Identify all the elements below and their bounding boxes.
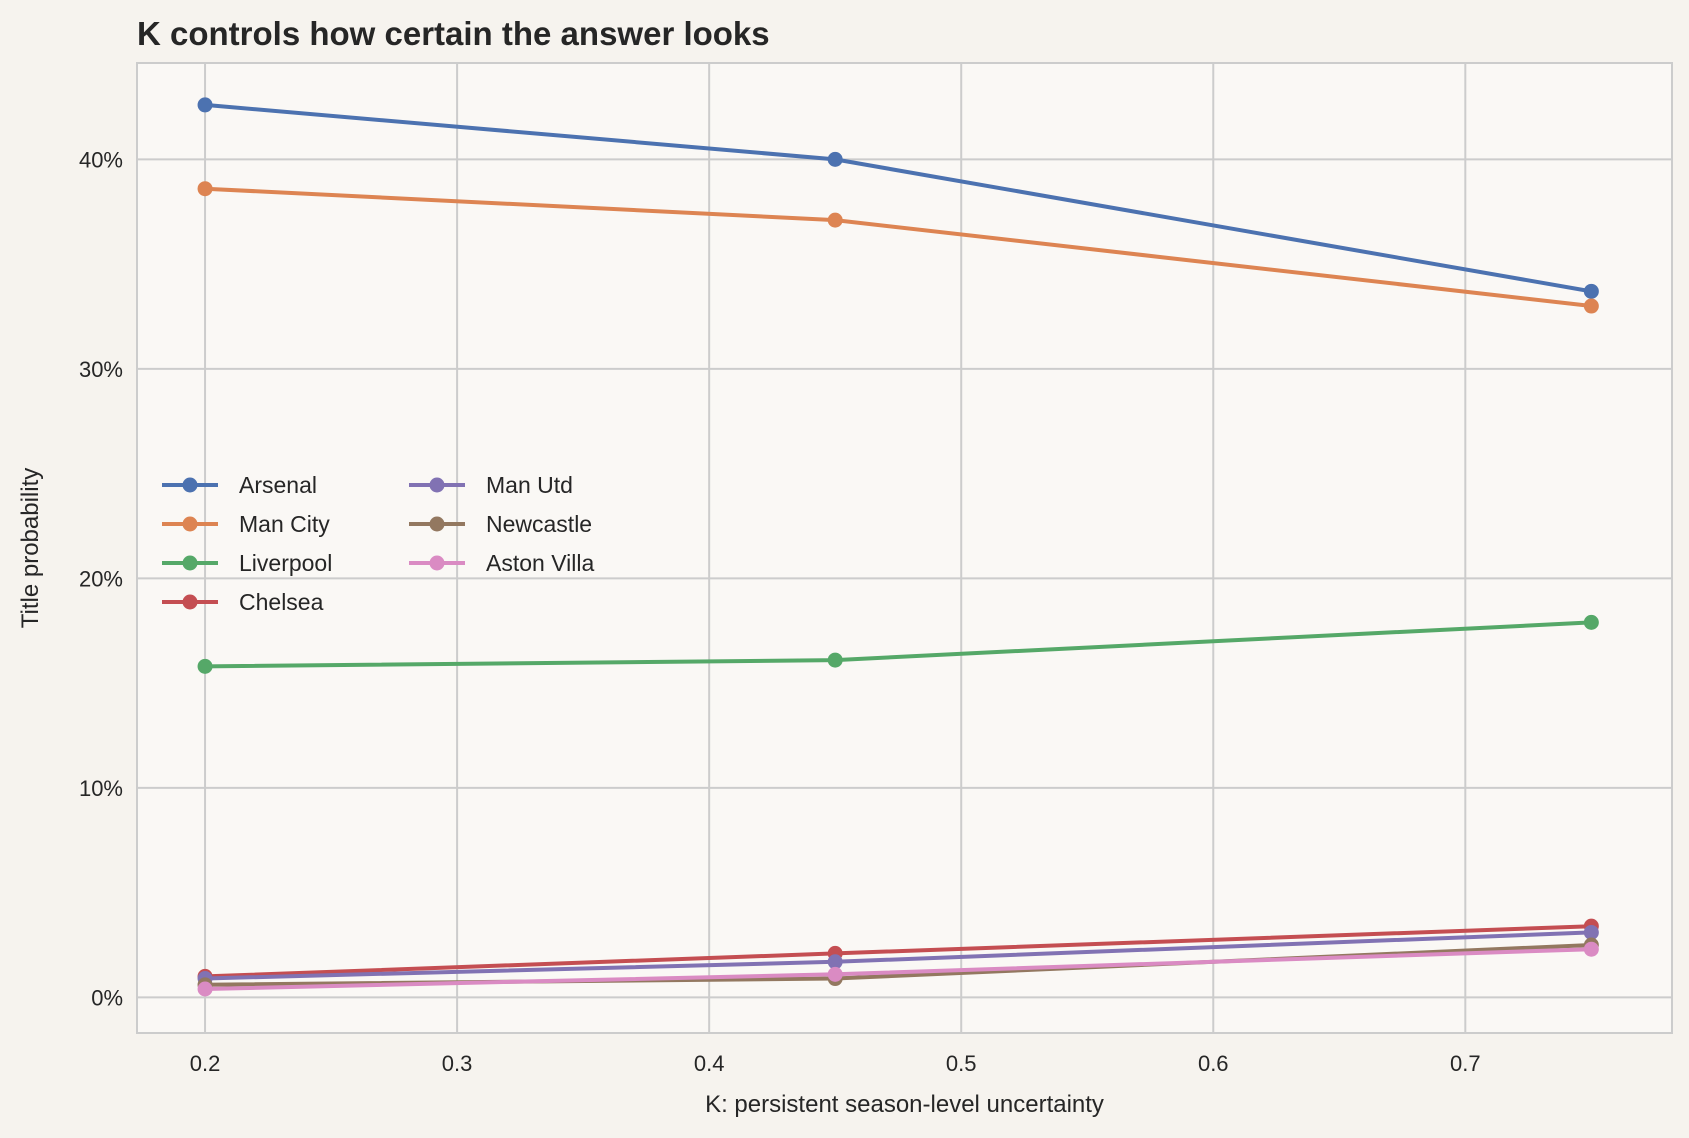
data-point [197, 658, 213, 674]
x-tick-label: 0.5 [946, 1051, 977, 1076]
legend-label: Newcastle [486, 511, 592, 537]
plot-frame [136, 62, 1673, 1034]
data-point [1583, 924, 1599, 940]
x-axis-label: K: persistent season-level uncertainty [705, 1091, 1104, 1118]
legend: Arsenal Man City Liverpool Chelsea Man Utd Ne… [162, 472, 594, 615]
y-axis-label: Title probability [17, 468, 44, 629]
y-tick-label: 0% [91, 985, 123, 1010]
data-point [197, 181, 213, 197]
legend-entry: Liverpool [162, 550, 332, 576]
legend-entry: Newcastle [409, 511, 592, 537]
legend-label: Man City [239, 511, 330, 537]
data-point [827, 212, 843, 228]
data-point [827, 652, 843, 668]
series-arsenal [197, 97, 1599, 299]
data-point [827, 151, 843, 167]
data-point [827, 954, 843, 970]
y-tick-label: 10% [79, 776, 123, 801]
x-tick-label: 0.4 [694, 1051, 725, 1076]
data-point [197, 981, 213, 997]
y-tick-label: 40% [79, 147, 123, 172]
data-point [827, 966, 843, 982]
y-tick-label: 30% [79, 357, 123, 382]
legend-label: Man Utd [486, 472, 573, 498]
x-tick-label: 0.7 [1450, 1051, 1481, 1076]
x-tick-label: 0.3 [442, 1051, 473, 1076]
legend-swatch-marker [182, 555, 198, 571]
legend-entry: Man City [162, 511, 330, 537]
data-point [1583, 614, 1599, 630]
legend-entry: Man Utd [409, 472, 573, 498]
x-axis-ticks: 0.2 0.3 0.4 0.5 0.6 0.7 [190, 1051, 1481, 1076]
legend-label: Arsenal [239, 472, 317, 498]
x-tick-label: 0.6 [1198, 1051, 1229, 1076]
legend-swatch-marker [429, 555, 445, 571]
y-axis-ticks: 0% 10% 20% 30% 40% [79, 147, 123, 1010]
legend-label: Liverpool [239, 550, 332, 576]
legend-label: Chelsea [239, 589, 324, 615]
data-point [197, 97, 213, 113]
legend-entry: Chelsea [162, 589, 324, 615]
grid-lines [137, 63, 1672, 1033]
data-point [1583, 283, 1599, 299]
legend-entry: Aston Villa [409, 550, 594, 576]
legend-label: Aston Villa [486, 550, 594, 576]
data-point [1583, 298, 1599, 314]
plot-area [137, 63, 1672, 1033]
legend-swatch-marker [182, 516, 198, 532]
x-tick-label: 0.2 [190, 1051, 221, 1076]
legend-swatch-marker [182, 477, 198, 493]
series-man-city [197, 181, 1599, 314]
legend-swatch-marker [182, 594, 198, 610]
series-aston-villa [197, 941, 1599, 997]
legend-entry: Arsenal [162, 472, 317, 498]
data-point [1583, 941, 1599, 957]
series-lines [197, 97, 1599, 997]
series-liverpool [197, 614, 1599, 674]
legend-swatch-marker [429, 477, 445, 493]
legend-swatch-marker [429, 516, 445, 532]
y-tick-label: 20% [79, 566, 123, 591]
chart-title: K controls how certain the answer looks [137, 15, 770, 52]
